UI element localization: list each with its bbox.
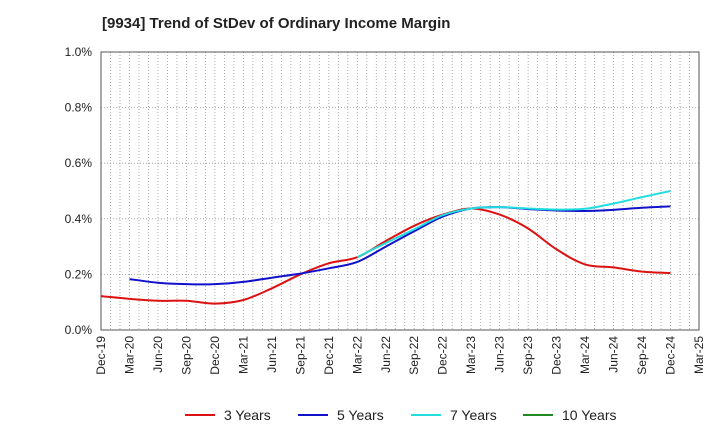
y-tick-label: 0.8%: [65, 101, 93, 115]
x-axis-ticks: Dec-19 Mar-20 Jun-20 Sep-20 Dec-20 Mar-21 Jun-…: [94, 336, 706, 375]
x-tick-label: Mar-21: [236, 336, 250, 374]
x-tick-label: Sep-22: [407, 336, 421, 375]
x-tick-label: Mar-22: [350, 336, 364, 374]
x-tick-label: Dec-24: [664, 336, 678, 375]
series-lines: [100, 190, 671, 305]
x-tick-label: Sep-24: [635, 336, 649, 375]
x-tick-label: Jun-21: [265, 336, 279, 373]
x-tick-label: Sep-21: [293, 336, 307, 375]
x-tick-label: Mar-23: [464, 336, 478, 374]
x-tick-label: Mar-25: [692, 336, 706, 374]
y-tick-label: 1.0%: [65, 45, 93, 59]
legend-label-5-years: 5 Years: [337, 407, 384, 423]
x-tick-label: Dec-22: [436, 336, 450, 375]
x-tick-label: Sep-23: [521, 336, 535, 375]
x-tick-label: Dec-23: [550, 336, 564, 375]
y-tick-label: 0.2%: [65, 267, 93, 281]
x-tick-label: Dec-19: [94, 336, 108, 375]
y-tick-label: 0.4%: [65, 212, 93, 226]
legend-label-3-years: 3 Years: [224, 407, 271, 423]
x-tick-label: Mar-24: [578, 336, 592, 374]
plot-area-border: [100, 51, 700, 331]
x-tick-label: Dec-20: [208, 336, 222, 375]
legend: 3 Years 5 Years 7 Years 10 Years: [185, 407, 617, 423]
grid-lines: [100, 51, 700, 331]
y-axis-ticks: 0.0% 0.2% 0.4% 0.6% 0.8% 1.0%: [65, 45, 93, 337]
chart-title: [9934] Trend of StDev of Ordinary Income…: [102, 15, 451, 32]
x-tick-label: Jun-20: [151, 336, 165, 373]
x-tick-label: Jun-23: [493, 336, 507, 373]
legend-label-7-years: 7 Years: [450, 407, 497, 423]
series-line-7-years: [356, 190, 671, 259]
x-tick-label: Jun-22: [379, 336, 393, 373]
x-tick-label: Dec-21: [322, 336, 336, 375]
x-tick-label: Sep-20: [179, 336, 193, 375]
series-line-3-years: [100, 207, 671, 305]
y-tick-label: 0.6%: [65, 156, 93, 170]
y-tick-label: 0.0%: [65, 323, 93, 337]
x-tick-label: Jun-24: [607, 336, 621, 373]
x-tick-label: Mar-20: [122, 336, 136, 374]
series-line-5-years: [129, 205, 671, 286]
legend-label-10-years: 10 Years: [562, 407, 617, 423]
